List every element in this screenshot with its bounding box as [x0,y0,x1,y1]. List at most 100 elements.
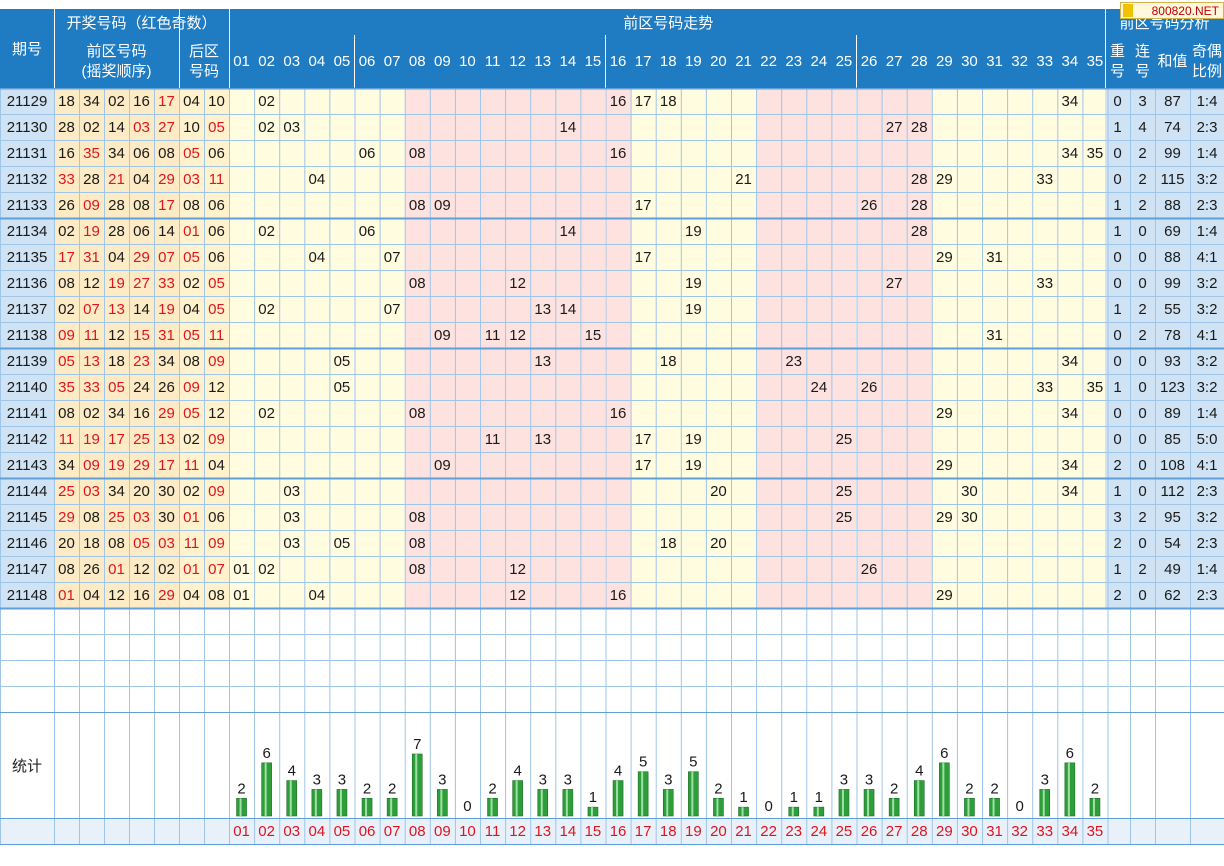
back-header-line-2: 号码 [188,62,219,80]
period-cell: 21142 [6,430,48,448]
frequency-bar-highlight [1067,762,1070,816]
period-cell: 21131 [6,144,48,162]
odd-even-ratio-cell: 2:3 [1196,196,1218,214]
frequency-value-label: 1 [815,789,823,806]
front-number-cell: 05 [133,534,150,552]
trend-hit-cell: 31 [986,248,1003,266]
repeat-cell: 3 [1113,508,1122,526]
bottom-number-label: 28 [910,822,928,840]
front-number-cell: 30 [158,508,175,526]
trend-hit-cell: 04 [308,248,326,266]
bottom-number-label: 16 [609,822,627,840]
front-number-cell: 03 [83,482,100,500]
period-cell: 21141 [6,404,48,422]
trend-column-number: 18 [655,35,681,88]
odd-even-ratio-cell: 3:2 [1196,508,1218,526]
trend-hit-cell: 35 [1086,144,1104,162]
trend-hit-cell: 31 [986,326,1003,344]
back-number-cell: 06 [208,222,225,240]
front-number-cell: 15 [133,326,150,344]
front-number-cell: 28 [108,196,125,214]
repeat-cell: 0 [1113,170,1122,188]
sum-cell: 93 [1164,352,1181,370]
trend-column-number: 11 [480,35,506,88]
bottom-number-label: 13 [534,822,552,840]
back-number-cell: 03 [183,170,200,188]
header-separator [54,9,55,88]
frequency-bar-highlight [892,798,895,816]
trend-hit-cell: 02 [258,92,275,110]
trend-hit-cell: 35 [1086,378,1104,396]
repeat-cell: 0 [1113,326,1122,344]
frequency-bar-highlight [264,762,267,816]
bottom-number-label: 03 [283,822,301,840]
sum-cell: 87 [1164,92,1181,110]
period-cell: 21146 [6,534,48,552]
front-number-cell: 34 [108,482,125,500]
back-number-cell: 04 [208,456,225,474]
header-text: 比例 [1191,62,1222,80]
frequency-value-label: 1 [790,789,798,806]
period-cell: 21140 [6,378,48,396]
front-number-cell: 19 [108,274,125,292]
sum-cell: 62 [1164,586,1181,604]
trend-column-number: 30 [956,35,982,88]
bottom-number-label: 34 [1061,822,1079,840]
trend-hit-cell: 27 [885,118,903,136]
consecutive-cell: 3 [1138,92,1147,110]
frequency-bar-highlight [239,798,242,816]
trend-hit-cell: 25 [835,430,853,448]
trend-hit-cell: 28 [910,222,928,240]
front-number-cell: 02 [108,92,125,110]
trend-column-number: 06 [354,35,380,88]
header-text: 连 [1134,42,1150,60]
front-number-cell: 29 [158,170,175,188]
sum-cell: 49 [1164,560,1181,578]
front-number-cell: 20 [133,482,150,500]
sum-cell: 95 [1164,508,1181,526]
consecutive-cell: 0 [1138,222,1147,240]
period-cell: 21145 [6,508,48,526]
front-number-cell: 19 [83,222,100,240]
trend-column-number: 05 [329,35,355,88]
back-numbers-header: 后区 号码 [179,35,229,88]
watermark-text: 800820.NET [1151,3,1219,18]
frequency-value-label: 3 [840,771,848,788]
frequency-value-label: 3 [1041,771,1049,788]
front-number-cell: 04 [108,248,125,266]
bottom-number-label: 05 [333,822,351,840]
trend-hit-cell: 19 [685,274,702,292]
front-number-cell: 34 [58,456,75,474]
trend-column-number: 08 [404,35,430,88]
trend-hit-cell: 01 [233,586,250,604]
front-number-cell: 09 [58,326,75,344]
front-numbers-header: 前区号码 (摇奖顺序) [54,35,179,88]
bottom-number-label: 21 [735,822,752,840]
repeat-cell: 1 [1113,560,1122,578]
back-number-cell: 02 [183,274,200,292]
repeat-cell: 2 [1113,534,1122,552]
trend-hit-cell: 03 [283,534,301,552]
header-separator [179,9,180,88]
front-number-cell: 25 [58,482,75,500]
front-number-cell: 29 [133,456,150,474]
front-number-cell: 28 [83,170,100,188]
trend-hit-cell: 28 [910,196,928,214]
repeat-cell: 0 [1113,274,1122,292]
header-text: 奇偶 [1191,42,1222,60]
repeat-cell: 0 [1113,144,1122,162]
frequency-value-label: 1 [589,789,597,806]
bottom-number-label: 22 [760,822,777,840]
bottom-number-label: 29 [936,822,953,840]
trend-hit-cell: 01 [233,560,250,578]
repeat-cell: 0 [1113,92,1122,110]
frequency-value-label: 2 [1091,780,1099,797]
watermark-logo-icon [1123,4,1133,17]
front-number-cell: 12 [108,586,125,604]
frequency-value-label: 7 [413,736,421,753]
consecutive-cell: 2 [1138,508,1147,526]
front-number-cell: 14 [108,118,125,136]
front-number-cell: 14 [133,300,150,318]
back-number-cell: 02 [183,430,200,448]
back-number-cell: 08 [208,586,225,604]
